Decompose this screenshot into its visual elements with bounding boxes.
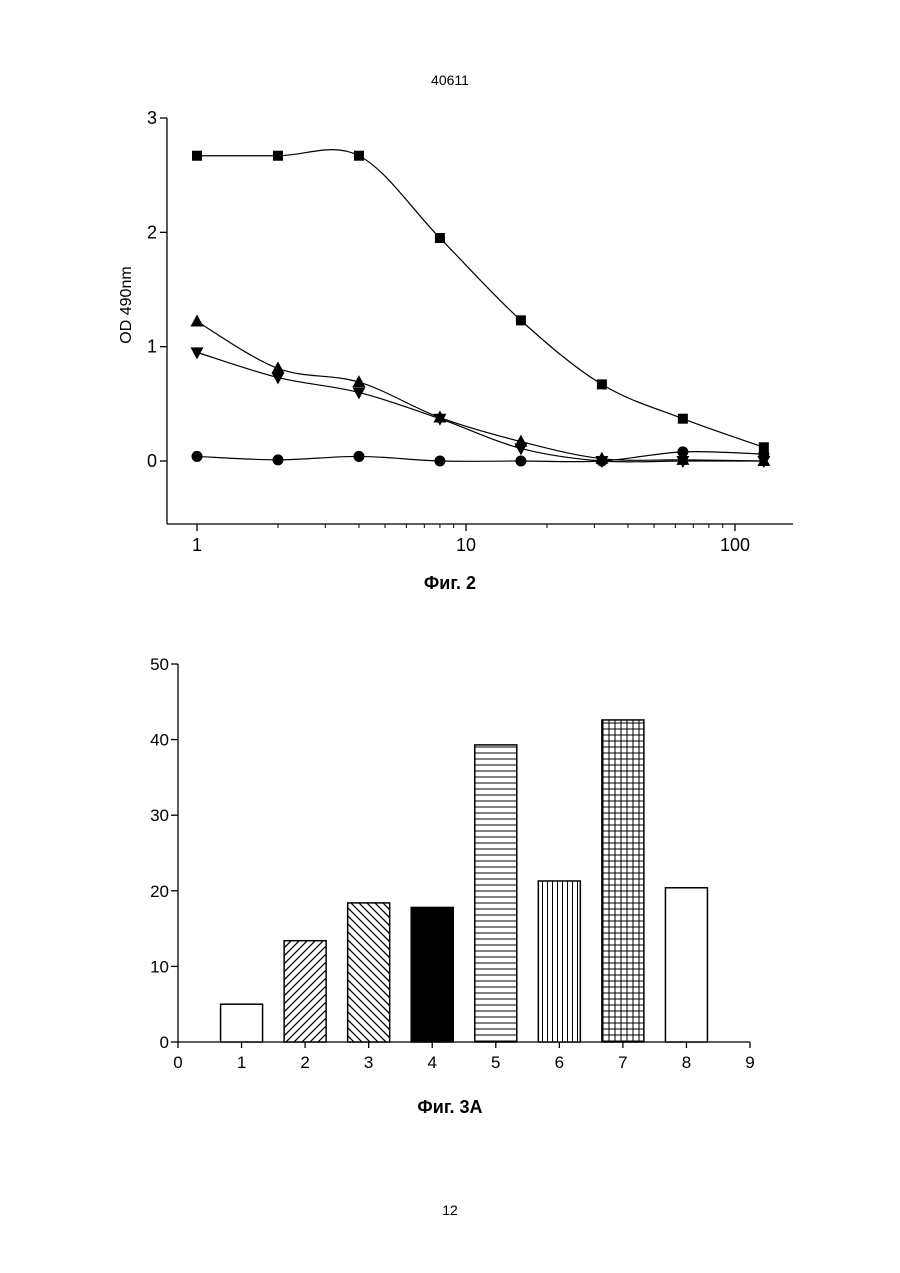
bar-3 <box>348 903 390 1042</box>
bar-5 <box>475 745 517 1042</box>
y-tick-label: 0 <box>160 1033 169 1052</box>
bar-chart: 0 10 20 30 40 50 0 1 2 3 4 5 6 7 8 9 <box>0 0 900 1273</box>
x-tick-label: 2 <box>300 1053 309 1072</box>
x-tick-label: 9 <box>745 1053 754 1072</box>
bar-8 <box>665 888 707 1042</box>
x-tick-label: 6 <box>555 1053 564 1072</box>
x-tick-label: 4 <box>427 1053 436 1072</box>
x-tick-label: 1 <box>237 1053 246 1072</box>
bar-2 <box>284 941 326 1042</box>
y-tick-label: 20 <box>150 882 169 901</box>
y-tick-label: 10 <box>150 957 169 976</box>
x-tick-label: 5 <box>491 1053 500 1072</box>
x-tick-label: 3 <box>364 1053 373 1072</box>
y-tick-label: 40 <box>150 731 169 750</box>
bar-1 <box>221 1004 263 1042</box>
x-tick-label: 0 <box>173 1053 182 1072</box>
y-tick-label: 50 <box>150 655 169 674</box>
y-tick-label: 30 <box>150 806 169 825</box>
bar-7 <box>602 720 644 1042</box>
bar-6 <box>538 881 580 1042</box>
bar-4 <box>411 907 453 1042</box>
x-tick-label: 7 <box>618 1053 627 1072</box>
x-tick-label: 8 <box>682 1053 691 1072</box>
